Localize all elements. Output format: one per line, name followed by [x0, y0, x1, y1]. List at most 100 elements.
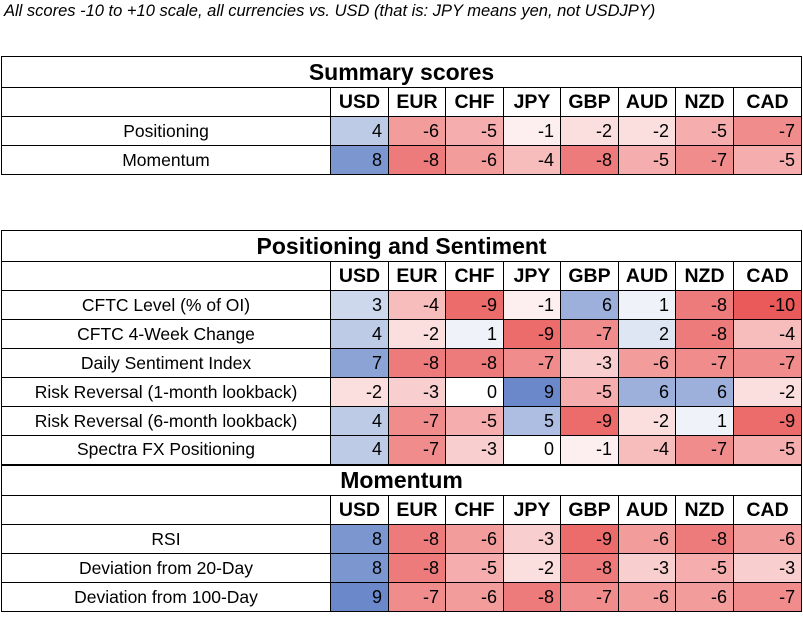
currency-header-aud: AUD [618, 495, 676, 525]
row-label: Risk Reversal (6-month lookback) [1, 406, 331, 436]
summary-header-row: USD EUR CHF JPY GBP AUD NZD CAD [1, 87, 803, 117]
score-cell-jpy: -9 [503, 319, 561, 349]
score-cell-gbp: -8 [560, 145, 619, 175]
row-label: Positioning [1, 116, 331, 146]
summary-scores-table: Summary scores USD EUR CHF JPY GBP AUD NZD CAD Po… [0, 56, 803, 175]
header-blank-cell [1, 495, 331, 525]
score-cell-usd: 8 [330, 524, 389, 554]
table-row: CFTC Level (% of OI) 3 -4 -9 -1 6 1 -8 -10 [1, 290, 803, 320]
positioning-title: Positioning and Sentiment [0, 230, 803, 262]
currency-header-gbp: GBP [560, 87, 619, 117]
summary-title: Summary scores [0, 56, 803, 88]
score-cell-eur: -8 [388, 553, 446, 583]
currency-header-eur: EUR [388, 87, 446, 117]
score-cell-gbp: -9 [560, 524, 619, 554]
positioning-momentum-table: Positioning and Sentiment USD EUR CHF JPY GBP… [0, 230, 803, 612]
table-row: Daily Sentiment Index 7 -8 -8 -7 -3 -6 -7 -7 [1, 348, 803, 378]
score-cell-aud: -6 [618, 524, 676, 554]
score-cell-chf: -3 [445, 435, 504, 465]
row-label: Momentum [1, 145, 331, 175]
currency-header-jpy: JPY [503, 495, 561, 525]
score-cell-jpy: -7 [503, 348, 561, 378]
score-cell-aud: -4 [618, 435, 676, 465]
score-cell-cad: -3 [732, 553, 803, 583]
table-row: Momentum 8 -8 -6 -4 -8 -5 -7 -5 [1, 145, 803, 175]
score-cell-aud: -2 [618, 406, 676, 436]
score-cell-nzd: 1 [675, 406, 734, 436]
header-blank-cell [1, 87, 331, 117]
table-row: Spectra FX Positioning 4 -7 -3 0 -1 -4 -7 -5 [1, 435, 803, 465]
momentum-header-row: USD EUR CHF JPY GBP AUD NZD CAD [1, 495, 803, 525]
score-cell-eur: -8 [388, 348, 446, 378]
score-cell-jpy: -2 [503, 553, 561, 583]
summary-title-row: Summary scores [0, 56, 803, 88]
row-label: CFTC Level (% of OI) [1, 290, 331, 320]
score-cell-aud: 1 [618, 290, 676, 320]
table-row: Deviation from 100-Day 9 -7 -6 -8 -7 -6 -6 -7 [1, 582, 803, 612]
score-cell-gbp: -5 [560, 377, 619, 407]
score-cell-usd: 4 [330, 406, 389, 436]
score-cell-chf: 0 [445, 377, 504, 407]
row-label: Risk Reversal (1-month lookback) [1, 377, 331, 407]
score-cell-usd: 4 [330, 435, 389, 465]
score-cell-nzd: -8 [675, 290, 734, 320]
score-cell-nzd: -6 [675, 582, 734, 612]
currency-header-gbp: GBP [560, 261, 619, 291]
score-cell-jpy: 9 [503, 377, 561, 407]
score-cell-gbp: -7 [560, 319, 619, 349]
currency-header-nzd: NZD [675, 261, 734, 291]
score-cell-nzd: -5 [675, 116, 734, 146]
currency-header-chf: CHF [445, 87, 504, 117]
score-cell-chf: -5 [445, 553, 504, 583]
score-cell-chf: -6 [445, 524, 504, 554]
currency-header-chf: CHF [445, 261, 504, 291]
score-cell-chf: 1 [445, 319, 504, 349]
score-cell-aud: 6 [618, 377, 676, 407]
score-cell-jpy: 5 [503, 406, 561, 436]
row-label: Spectra FX Positioning [1, 435, 331, 465]
currency-header-usd: USD [330, 261, 389, 291]
positioning-title-row: Positioning and Sentiment [0, 230, 803, 262]
score-cell-gbp: -3 [560, 348, 619, 378]
score-cell-cad: -5 [732, 145, 803, 175]
score-cell-usd: 8 [330, 553, 389, 583]
score-cell-cad: -7 [732, 582, 803, 612]
currency-header-aud: AUD [618, 87, 676, 117]
score-cell-chf: -6 [445, 582, 504, 612]
score-cell-usd: -2 [330, 377, 389, 407]
score-cell-nzd: -8 [675, 524, 734, 554]
score-cell-nzd: -8 [675, 319, 734, 349]
score-cell-aud: -5 [618, 145, 676, 175]
score-cell-aud: -6 [618, 582, 676, 612]
score-cell-gbp: 6 [560, 290, 619, 320]
table-row: CFTC 4-Week Change 4 -2 1 -9 -7 2 -8 -4 [1, 319, 803, 349]
score-cell-aud: 2 [618, 319, 676, 349]
score-cell-eur: -8 [388, 524, 446, 554]
scale-caption: All scores -10 to +10 scale, all currenc… [4, 2, 656, 20]
score-cell-nzd: -5 [675, 553, 734, 583]
score-cell-cad: -7 [732, 348, 803, 378]
score-cell-eur: -7 [388, 406, 446, 436]
score-cell-jpy: 0 [503, 435, 561, 465]
score-cell-jpy: -1 [503, 290, 561, 320]
score-cell-chf: -5 [445, 116, 504, 146]
score-cell-eur: -7 [388, 582, 446, 612]
currency-header-jpy: JPY [503, 87, 561, 117]
score-cell-aud: -3 [618, 553, 676, 583]
score-cell-cad: -7 [732, 116, 803, 146]
score-cell-eur: -8 [388, 145, 446, 175]
score-cell-cad: -10 [732, 290, 803, 320]
currency-header-eur: EUR [388, 495, 446, 525]
currency-header-aud: AUD [618, 261, 676, 291]
header-blank-cell [1, 261, 331, 291]
currency-header-nzd: NZD [675, 87, 734, 117]
currency-header-usd: USD [330, 495, 389, 525]
score-cell-nzd: 6 [675, 377, 734, 407]
table-row: Deviation from 20-Day 8 -8 -5 -2 -8 -3 -5 -3 [1, 553, 803, 583]
score-cell-usd: 4 [330, 116, 389, 146]
score-cell-eur: -6 [388, 116, 446, 146]
score-cell-cad: -2 [732, 377, 803, 407]
score-cell-nzd: -7 [675, 435, 734, 465]
currency-header-cad: CAD [732, 261, 803, 291]
score-cell-jpy: -3 [503, 524, 561, 554]
